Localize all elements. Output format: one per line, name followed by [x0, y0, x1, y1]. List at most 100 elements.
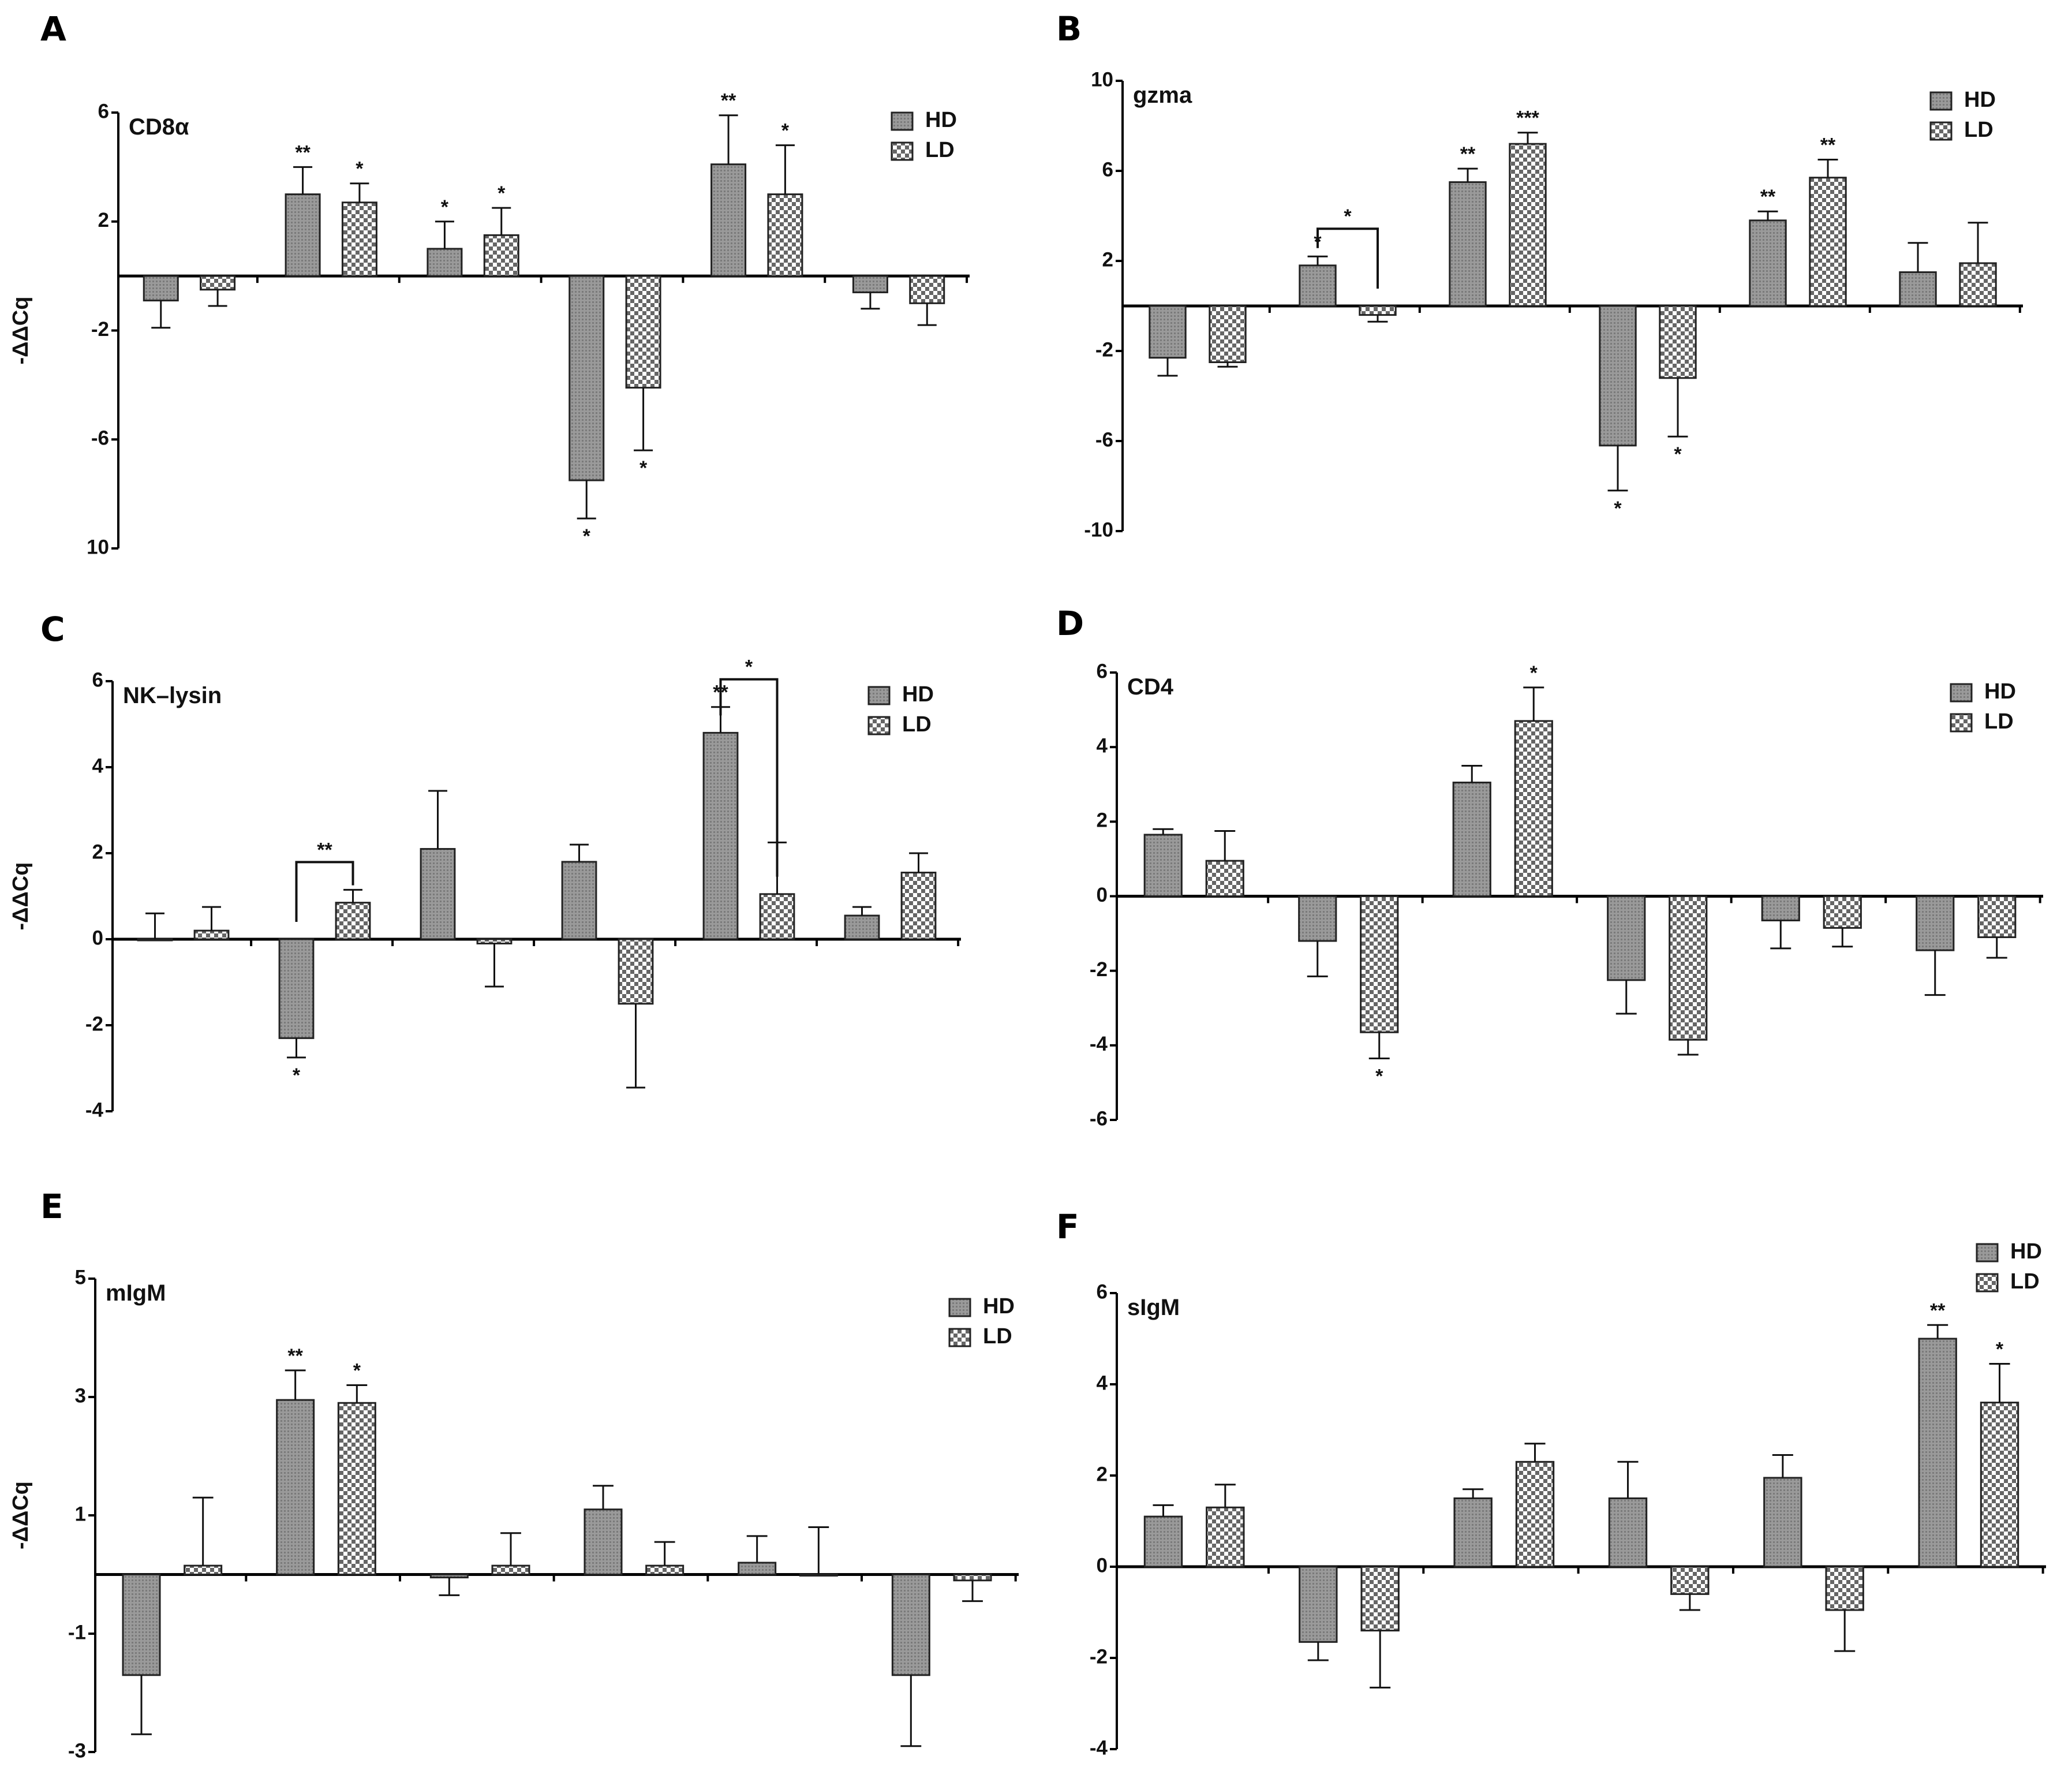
- legend: HD LD: [867, 682, 934, 737]
- y-axis-label: -ΔΔCq: [9, 862, 33, 931]
- y-tick-label: 6: [1102, 158, 1113, 181]
- ld-bar: [909, 275, 945, 304]
- hd-bar: [1143, 1515, 1183, 1568]
- y-tick-label: 5: [75, 1266, 86, 1288]
- hd-bar: [122, 1574, 161, 1676]
- hd-bar: [429, 1574, 469, 1579]
- y-tick-label: 2: [1097, 1463, 1108, 1485]
- hd-bar: [1449, 181, 1487, 307]
- legend-ld-swatch: [1929, 121, 1953, 141]
- y-tick-label: -2: [1090, 1645, 1108, 1668]
- y-tick-label: -4: [1090, 1736, 1108, 1759]
- ld-bar: [1359, 305, 1397, 316]
- bracket-mark: *: [745, 656, 753, 678]
- legend-ld-label: LD: [902, 712, 932, 737]
- legend-hd-label: HD: [2010, 1239, 2042, 1264]
- panel-d: D CD4 6 4 2 0 -2 -4 -6 * * HD LD: [1056, 604, 2043, 1130]
- y-tick-label: -2: [91, 318, 109, 341]
- comparison-bracket: [295, 861, 354, 922]
- legend-ld-swatch: [891, 141, 914, 161]
- ld-bar: [1670, 1566, 1710, 1595]
- y-tick-label: 0: [1097, 884, 1108, 906]
- ld-bar: [1825, 1566, 1864, 1611]
- ld-bar: [1209, 305, 1247, 363]
- ld-bar: [767, 193, 803, 277]
- y-tick-label: 6: [92, 668, 103, 691]
- ld-bar: [1360, 895, 1399, 1033]
- gene-title: CD4: [1127, 674, 1174, 700]
- legend: HD LD: [1976, 1239, 2042, 1294]
- comparison-bracket: [719, 678, 779, 877]
- ld-bar: [618, 938, 654, 1005]
- y-tick-label: -2: [85, 1013, 103, 1035]
- ld-bar: [476, 938, 513, 944]
- hd-bar: [852, 275, 888, 293]
- ld-bar: [200, 275, 236, 291]
- significance-mark: *: [1614, 498, 1622, 520]
- hd-bar: [427, 248, 463, 277]
- ld-bar: [1980, 1402, 2019, 1568]
- significance-mark: **: [1760, 186, 1776, 208]
- ld-bar: [953, 1574, 992, 1582]
- significance-mark: **: [287, 1345, 303, 1367]
- hd-bar: [1299, 264, 1337, 307]
- hd-bar: [1299, 1566, 1338, 1643]
- gene-title: mIgM: [106, 1280, 166, 1306]
- ld-bar: [625, 275, 661, 389]
- hd-bar: [1761, 895, 1800, 921]
- legend-ld-label: LD: [1964, 118, 1994, 142]
- hd-bar: [891, 1574, 930, 1676]
- y-tick-label: -1: [68, 1621, 86, 1643]
- y-tick-label: -6: [1095, 428, 1113, 451]
- legend-ld-swatch: [948, 1328, 971, 1347]
- y-tick-label: -6: [91, 427, 109, 450]
- hd-bar: [1298, 895, 1337, 942]
- y-tick-label: 6: [1097, 660, 1108, 682]
- ld-bar: [483, 234, 519, 277]
- y-tick-label: -4: [1090, 1033, 1108, 1055]
- y-tick-label: 3: [75, 1384, 86, 1407]
- significance-mark: *: [441, 196, 449, 218]
- significance-mark: *: [353, 1360, 361, 1382]
- hd-bar: [278, 938, 315, 1039]
- y-tick-label: 2: [92, 841, 103, 863]
- legend-hd-label: HD: [902, 682, 934, 707]
- y-tick-label: 2: [1097, 809, 1108, 832]
- gene-title: gzma: [1133, 83, 1192, 108]
- hd-bar: [710, 163, 747, 277]
- hd-bar: [1143, 834, 1183, 897]
- ld-bar: [1823, 895, 1862, 929]
- hd-bar: [569, 275, 605, 481]
- significance-mark: *: [1530, 662, 1538, 684]
- y-tick-label: -4: [85, 1099, 104, 1121]
- hd-bar: [143, 275, 179, 302]
- hd-bar: [1763, 1477, 1802, 1568]
- significance-mark: *: [1996, 1338, 2004, 1360]
- hd-bar: [137, 938, 173, 942]
- legend: HD LD: [1929, 88, 1996, 142]
- significance-mark: *: [583, 525, 591, 547]
- hd-bar: [1918, 1338, 1957, 1568]
- legend-ld-label: LD: [925, 138, 955, 162]
- significance-mark: *: [639, 457, 648, 479]
- panel-letter: C: [40, 610, 65, 649]
- ld-bar: [799, 1574, 838, 1577]
- significance-mark: *: [1674, 443, 1682, 465]
- ld-bar: [335, 902, 371, 940]
- ld-bar: [900, 872, 937, 940]
- ld-bar: [1809, 177, 1847, 307]
- y-tick-label: 0: [1097, 1554, 1108, 1577]
- hd-bar: [844, 914, 880, 940]
- y-tick-label: 6: [98, 100, 109, 122]
- significance-mark: **: [1460, 143, 1476, 165]
- hd-bar: [702, 731, 739, 940]
- significance-mark: **: [1930, 1299, 1946, 1321]
- legend-hd-swatch: [867, 686, 891, 705]
- y-tick-label: -2: [1090, 958, 1108, 981]
- significance-mark: **: [1820, 135, 1836, 156]
- hd-bar: [276, 1399, 315, 1575]
- legend-ld-label: LD: [2010, 1269, 2040, 1294]
